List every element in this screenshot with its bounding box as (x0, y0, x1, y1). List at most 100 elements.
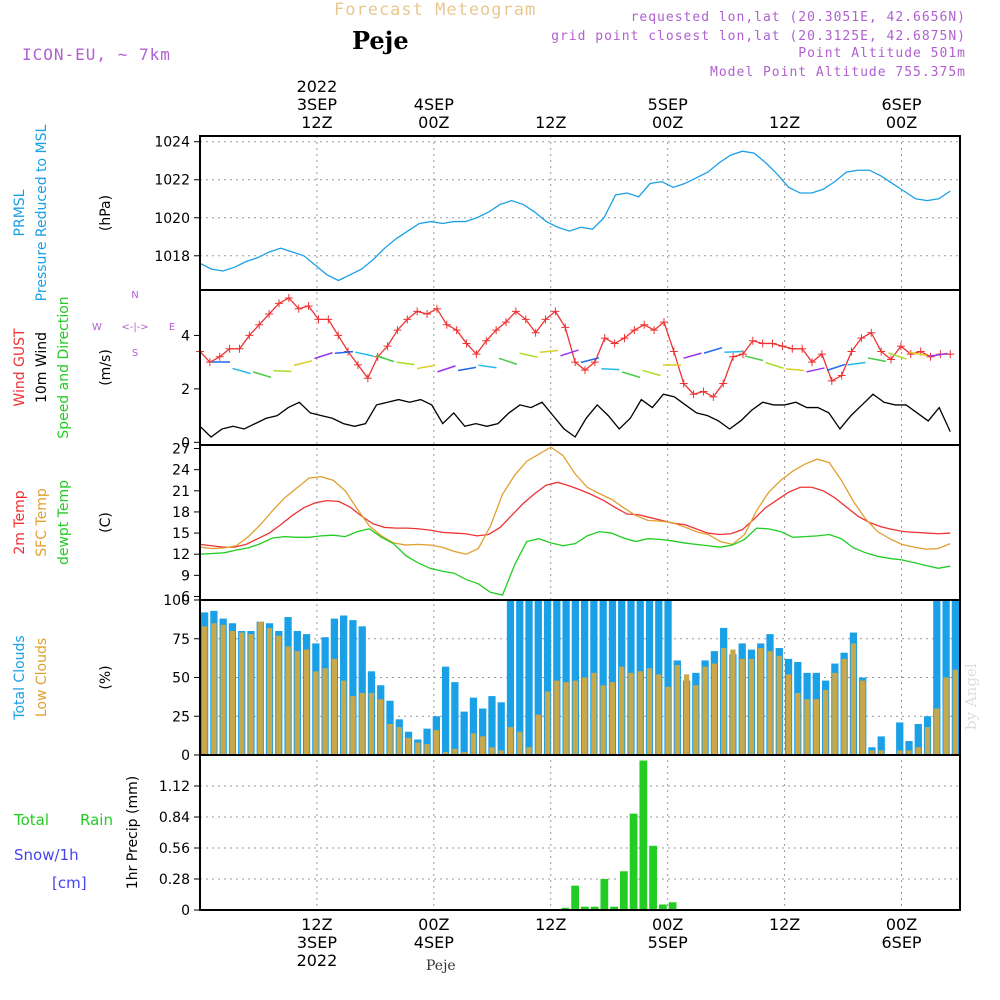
clouds-bar (591, 672, 597, 755)
pressure-label-0: PRMSL (12, 189, 28, 236)
temp-ylabel-7: 27 (172, 442, 190, 458)
time-label-bottom-3: 5SEP (648, 933, 688, 952)
clouds-bar (804, 699, 810, 755)
clouds-bar (841, 658, 847, 755)
clouds-bar (767, 651, 773, 755)
precip-label-total: Total (13, 811, 49, 829)
wind-arrow (498, 357, 518, 365)
gust-marker (827, 376, 836, 385)
temp-label-3: (C) (98, 512, 114, 533)
clouds-bar (608, 600, 617, 755)
gust-marker (452, 326, 461, 335)
gust-marker (255, 320, 264, 329)
clouds-bar (637, 671, 643, 755)
time-label-bottom-5: 00Z (886, 915, 917, 934)
clouds-bar (776, 655, 782, 755)
clouds-bar (674, 665, 680, 755)
gust-marker (946, 350, 955, 359)
precip-bar (590, 906, 599, 910)
grid-point-coords: grid point closest lon,lat (20.3125E, 42… (551, 29, 966, 44)
clouds-bar (656, 674, 662, 755)
time-label-top-4: 12Z (769, 113, 800, 132)
gust-marker (679, 379, 688, 388)
wind-arrow (703, 346, 723, 354)
time-label-top-5: 6SEP (881, 95, 921, 114)
gust-marker (531, 328, 540, 337)
clouds-bar (405, 737, 412, 755)
wind-arrow (765, 361, 784, 369)
wind-arrow (642, 369, 661, 377)
clouds-bar (460, 711, 468, 755)
wind-arrow (785, 368, 805, 372)
precip-bar (649, 845, 657, 910)
gust-marker (709, 392, 718, 401)
clouds-bar (878, 750, 884, 755)
gust-marker (640, 320, 649, 329)
clouds-bar (341, 680, 347, 755)
compass-arrows: <-|-> (121, 322, 148, 333)
clouds-bar (683, 674, 690, 755)
gust-marker (620, 334, 629, 343)
precip-ylabel-2: 0.56 (159, 841, 190, 857)
gust-marker (867, 328, 876, 337)
clouds-bar (516, 600, 524, 755)
temp-series-1-line (199, 446, 951, 555)
time-label-top-3: 00Z (652, 113, 683, 132)
clouds-bar (387, 724, 393, 755)
clouds-bar (461, 751, 467, 755)
wind-arrow (539, 349, 559, 353)
clouds-bar (498, 750, 504, 755)
gust-marker (472, 350, 481, 359)
time-label-top-1: 4SEP (414, 95, 454, 114)
precip-bar (658, 904, 667, 910)
clouds-bar (646, 668, 653, 755)
clouds-bar (507, 727, 514, 755)
clouds-bar (711, 663, 718, 755)
gust-marker (758, 339, 767, 348)
gust-marker (887, 355, 896, 364)
wind-arrow (867, 357, 887, 363)
gust-marker (837, 371, 846, 380)
wind-arrow (375, 354, 395, 363)
time-label-bottom-2: 12Z (535, 915, 566, 934)
wind-arrow (437, 365, 456, 373)
gust-marker (502, 318, 511, 327)
clouds-bar (452, 748, 458, 755)
pressure-ylabel-2: 1022 (154, 173, 190, 189)
time-label-top-0: 3SEP (297, 95, 337, 114)
gust-marker (284, 294, 293, 303)
gust-marker (551, 307, 560, 316)
gust-marker (847, 347, 856, 356)
gust-marker (442, 320, 451, 329)
clouds-bar (572, 680, 578, 755)
wind-arrow (457, 366, 477, 372)
pressure-ylabel-3: 1024 (154, 135, 190, 151)
temp-label-1: SFC Temp (34, 488, 50, 557)
gust-marker (304, 302, 313, 311)
clouds-bar (506, 600, 515, 755)
compass-w: W (92, 322, 102, 333)
wind-label-1: 10m Wind (34, 332, 50, 403)
gust-marker (561, 323, 570, 332)
clouds-bar (832, 672, 838, 755)
clouds-bar (860, 680, 866, 755)
time-label-top-2: 12Z (535, 113, 566, 132)
gust-marker (817, 350, 826, 359)
gust-marker (719, 379, 728, 388)
time-label-bottom-1: 4SEP (414, 933, 454, 952)
clouds-bar (229, 631, 236, 755)
gust-marker (650, 326, 659, 335)
clouds-bar (525, 600, 533, 755)
requested-coords: requested lon,lat (20.3051E, 42.6656N) (630, 10, 966, 25)
clouds-bar (211, 623, 217, 755)
clouds-bar (480, 736, 486, 755)
gust-marker (521, 315, 530, 324)
clouds-label-0: Total Clouds (12, 635, 28, 720)
gust-marker (274, 299, 283, 308)
compass-n: N (131, 290, 138, 301)
clouds-bar (877, 736, 885, 755)
clouds-bar (350, 696, 356, 755)
precip-bar (639, 760, 648, 910)
point-altitude: Point Altitude 501m (798, 46, 966, 61)
clouds-bar (914, 724, 922, 755)
